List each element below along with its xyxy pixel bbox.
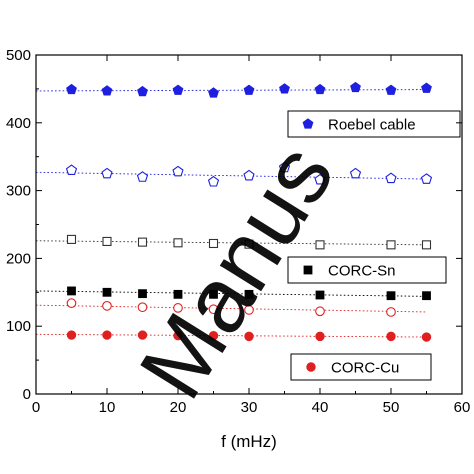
data-point-s0-4 xyxy=(208,87,219,98)
data-point-s0-1 xyxy=(101,85,113,96)
data-point-s0-9 xyxy=(385,84,397,95)
trend-line-0 xyxy=(35,89,427,92)
data-point-s1-8 xyxy=(349,167,362,179)
trend-line-2 xyxy=(35,240,427,246)
data-point-s3-1 xyxy=(102,287,112,297)
data-point-s5-8 xyxy=(421,332,432,342)
data-point-s0-8 xyxy=(350,81,361,93)
data-point-s0-0 xyxy=(66,83,77,95)
data-point-s5-1 xyxy=(102,330,112,340)
data-point-s3-7 xyxy=(386,291,396,301)
data-point-s5-0 xyxy=(66,330,77,340)
data-point-s0-7 xyxy=(314,83,326,95)
data-point-s5-2 xyxy=(137,330,148,340)
x-tick-label-3: 30 xyxy=(241,399,258,416)
x-tick-label-1: 10 xyxy=(99,399,116,416)
data-point-s0-5 xyxy=(243,84,255,95)
data-point-s1-5 xyxy=(243,169,255,181)
data-point-s3-0 xyxy=(67,286,76,296)
data-point-s3-3 xyxy=(173,289,183,299)
data-point-s0-3 xyxy=(172,84,184,95)
data-point-s0-10 xyxy=(421,82,432,93)
legend-marker-0 xyxy=(302,118,314,129)
data-point-s4-4 xyxy=(208,304,219,315)
data-point-s2-0 xyxy=(66,234,77,244)
data-point-s3-5 xyxy=(244,289,254,299)
axes: 0 10 20 30 40 50 60 0 100 200 300 400 500 f (mHz) xyxy=(6,47,470,451)
legend-label-5: CORC-Cu xyxy=(331,360,399,377)
data-point-s2-1 xyxy=(102,236,112,246)
y-tick-label-3: 300 xyxy=(6,183,31,200)
data-point-s1-10 xyxy=(420,173,433,184)
x-axis-title: f (mHz) xyxy=(221,432,277,451)
data-point-s5-6 xyxy=(315,331,325,342)
data-point-s4-3 xyxy=(173,303,183,313)
data-point-s5-7 xyxy=(386,331,396,342)
data-point-s4-0 xyxy=(66,298,77,308)
data-point-s4-1 xyxy=(102,301,112,311)
data-point-s5-4 xyxy=(208,330,219,341)
legend-box-3 xyxy=(287,256,447,284)
data-point-s1-4 xyxy=(207,175,220,187)
y-tick-label-5: 500 xyxy=(6,47,31,64)
legend-label-0: Roebel cable xyxy=(328,117,416,134)
data-point-s2-3 xyxy=(173,238,183,248)
data-point-s4-2 xyxy=(137,302,148,313)
legend-layer: Roebel cable CORC-Sn CORC-Cu xyxy=(287,110,461,381)
y-tick-label-2: 200 xyxy=(6,250,31,267)
data-point-s0-6 xyxy=(279,83,290,94)
data-point-s3-2 xyxy=(138,289,147,299)
data-point-s2-8 xyxy=(421,240,432,250)
legend-box-0 xyxy=(287,110,461,138)
data-point-s2-4 xyxy=(208,238,219,249)
data-point-s1-3 xyxy=(172,165,184,177)
data-point-s1-2 xyxy=(136,171,149,182)
y-tick-label-0: 0 xyxy=(23,386,31,403)
data-point-s0-2 xyxy=(137,85,148,97)
trend-line-1 xyxy=(35,171,427,180)
trend-line-5 xyxy=(35,333,427,338)
data-point-s1-1 xyxy=(101,167,113,179)
x-tick-label-2: 20 xyxy=(170,399,187,416)
y-tick-label-1: 100 xyxy=(6,318,31,335)
data-point-s3-8 xyxy=(422,291,431,301)
data-point-s4-6 xyxy=(315,306,325,317)
x-tick-label-0: 0 xyxy=(32,399,40,416)
data-point-s1-0 xyxy=(65,164,78,176)
data-point-s2-2 xyxy=(137,237,148,247)
x-tick-label-5: 50 xyxy=(383,399,400,416)
data-point-s1-6 xyxy=(278,161,291,173)
data-point-s2-5 xyxy=(244,239,254,249)
data-point-s5-5 xyxy=(244,331,254,342)
data-point-s5-3 xyxy=(173,330,183,341)
legend-label-3: CORC-Sn xyxy=(328,263,396,280)
data-point-s1-9 xyxy=(385,172,397,184)
data-point-s4-7 xyxy=(386,307,396,317)
data-point-s1-7 xyxy=(314,173,326,185)
legend-marker-5 xyxy=(306,362,316,372)
legend-marker-3 xyxy=(303,265,313,275)
data-point-s4-5 xyxy=(244,305,254,315)
trend-line-4 xyxy=(35,304,427,313)
data-point-s3-4 xyxy=(209,289,218,299)
x-tick-label-6: 60 xyxy=(454,399,471,416)
y-tick-label-4: 400 xyxy=(6,115,31,132)
x-tick-label-4: 40 xyxy=(312,399,329,416)
data-point-s2-7 xyxy=(386,240,396,250)
data-point-s2-6 xyxy=(315,240,325,250)
plot-area xyxy=(35,81,433,342)
data-point-s3-6 xyxy=(315,290,325,300)
trend-line-3 xyxy=(35,290,427,297)
